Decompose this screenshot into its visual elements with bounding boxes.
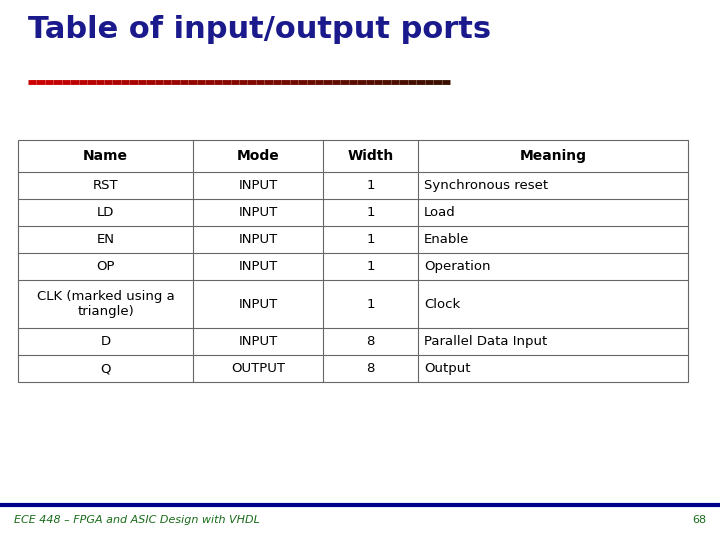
Text: INPUT: INPUT [238, 179, 278, 192]
Text: INPUT: INPUT [238, 260, 278, 273]
Text: 1: 1 [366, 298, 374, 310]
Text: Output: Output [424, 362, 470, 375]
Text: EN: EN [96, 233, 114, 246]
Text: Clock: Clock [424, 298, 460, 310]
Text: Width: Width [347, 149, 394, 163]
Text: 8: 8 [366, 335, 374, 348]
Text: INPUT: INPUT [238, 298, 278, 310]
Text: INPUT: INPUT [238, 335, 278, 348]
Bar [18, 140, 688, 382]
Text: 1: 1 [366, 206, 374, 219]
Text: 1: 1 [366, 179, 374, 192]
Text: Parallel Data Input: Parallel Data Input [424, 335, 547, 348]
Text: OP: OP [96, 260, 114, 273]
Text: Load: Load [424, 206, 456, 219]
Text: CLK (marked using a
triangle): CLK (marked using a triangle) [37, 290, 174, 318]
Text: RST: RST [93, 179, 118, 192]
Text: ECE 448 – FPGA and ASIC Design with VHDL: ECE 448 – FPGA and ASIC Design with VHDL [14, 515, 260, 525]
Text: Q: Q [100, 362, 111, 375]
Text: 1: 1 [366, 233, 374, 246]
Text: INPUT: INPUT [238, 206, 278, 219]
Text: Enable: Enable [424, 233, 469, 246]
Text: LD: LD [96, 206, 114, 219]
Text: 1: 1 [366, 260, 374, 273]
Text: D: D [100, 335, 111, 348]
Text: Name: Name [83, 149, 128, 163]
Text: Meaning: Meaning [520, 149, 587, 163]
Text: 8: 8 [366, 362, 374, 375]
Text: Mode: Mode [237, 149, 279, 163]
Text: Operation: Operation [424, 260, 490, 273]
Text: INPUT: INPUT [238, 233, 278, 246]
Text: Table of input/output ports: Table of input/output ports [28, 15, 491, 44]
Text: OUTPUT: OUTPUT [231, 362, 285, 375]
Text: Synchronous reset: Synchronous reset [424, 179, 548, 192]
Text: 68: 68 [692, 515, 706, 525]
